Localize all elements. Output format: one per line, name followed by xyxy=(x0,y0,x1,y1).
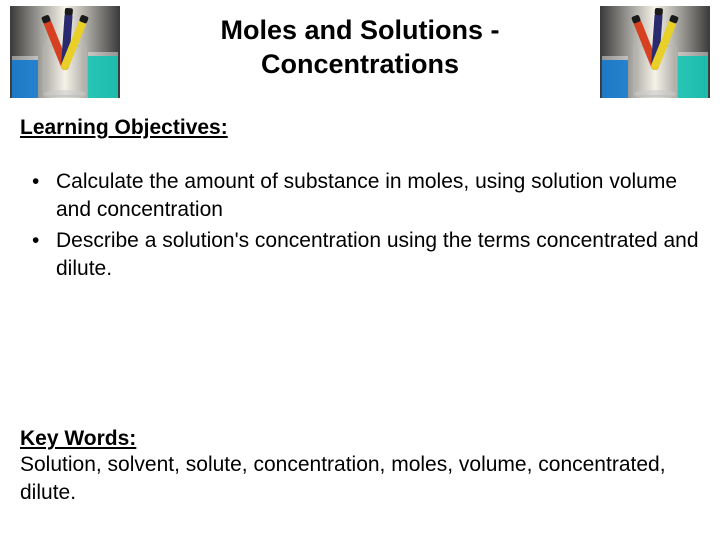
slide-header: Moles and Solutions - Concentrations xyxy=(0,0,720,98)
keywords-block: Key Words: Solution, solvent, solute, co… xyxy=(20,427,700,506)
slide-content: Learning Objectives: Calculate the amoun… xyxy=(0,98,720,283)
keywords-text: Solution, solvent, solute, concentration… xyxy=(20,451,700,506)
beaker-image-right xyxy=(600,6,710,98)
objective-item: Describe a solution's concentration usin… xyxy=(20,227,700,284)
beaker-image-left xyxy=(10,6,120,98)
slide-title: Moles and Solutions - Concentrations xyxy=(120,6,600,82)
objective-item: Calculate the amount of substance in mol… xyxy=(20,168,700,225)
keywords-heading: Key Words: xyxy=(20,427,700,451)
objectives-list: Calculate the amount of substance in mol… xyxy=(20,168,700,283)
learning-objectives-heading: Learning Objectives: xyxy=(20,116,700,140)
